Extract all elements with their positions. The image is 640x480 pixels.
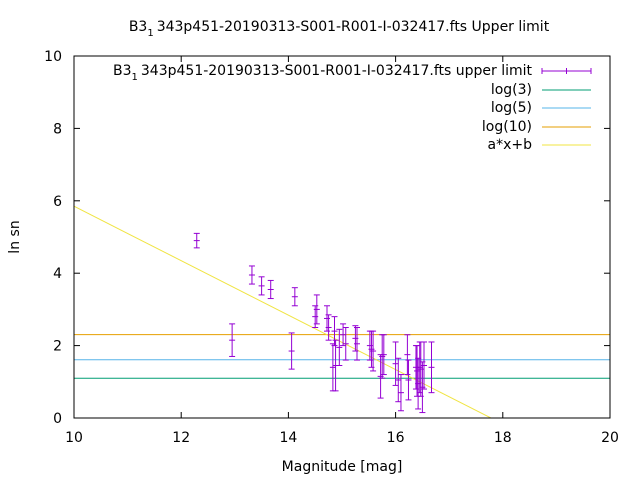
x-tick-label: 12 [172,430,190,446]
data-point [258,276,265,296]
x-tick-label: 18 [494,430,512,446]
data-point [229,323,236,357]
data-point [404,334,411,376]
data-point [421,341,428,390]
x-tick-label: 20 [601,430,619,446]
x-tick-label: 16 [387,430,405,446]
y-axis-label: ln sn [7,220,23,253]
data-point [342,327,349,361]
legend-label-log10: log(10) [482,119,532,135]
data-point [397,374,404,412]
data-point [428,341,435,394]
y-tick-label: 10 [44,49,62,65]
legend-entry-log10: log(10) [482,119,591,135]
data-point [395,357,402,403]
legend-entry-fit: a*x+b [488,137,591,153]
legend-entry-log3: log(3) [491,82,591,98]
data-point [291,287,298,307]
legend-entry-errorbars: B31 343p451-20190313-S001-R001-I-032417.f… [113,63,592,83]
chart-title-subscript: 1 [147,28,153,39]
y-tick-label: 6 [53,194,62,210]
data-point [380,334,387,376]
legend-label-log3: log(3) [491,82,532,98]
x-tick-label: 14 [279,430,297,446]
y-tick-label: 8 [53,121,62,137]
y-tick-label: 0 [53,411,62,427]
data-points [193,232,435,414]
data-point [288,332,295,370]
plot-border [73,55,611,419]
y-tick-label: 4 [53,266,62,282]
legend-entry-log5: log(5) [491,100,591,116]
fit-line [74,205,493,418]
data-point [405,359,412,401]
data-point [336,328,343,367]
legend-label-fit: a*x+b [488,137,533,153]
data-point [331,316,338,347]
legend: B31 343p451-20190313-S001-R001-I-032417.f… [113,63,592,153]
data-point [313,294,320,325]
x-axis-label: Magnitude [mag] [282,459,403,475]
data-point [329,343,336,392]
legend-label-suffix: 343p451-20190313-S001-R001-I-032417.fts … [141,63,533,79]
y-tick-label: 2 [53,339,62,355]
legend-label-subscript: 1 [132,72,138,83]
data-point [267,279,274,300]
data-point [248,265,255,285]
axes: 10 12 14 16 18 20 0 2 4 6 8 10 [44,49,619,446]
chart-title: B31 343p451-20190313-S001-R001-I-032417.f… [129,19,550,39]
legend-swatch-errorbars [541,68,592,74]
data-point [354,327,361,361]
data-point [325,314,332,341]
x-tick-label: 10 [65,430,83,446]
data-point [392,341,399,386]
data-point [370,330,377,372]
legend-label-log5: log(5) [491,100,532,116]
chart-title-prefix: B3 [129,19,148,35]
chart-title-suffix: 343p451-20190313-S001-R001-I-032417.fts … [157,19,550,35]
legend-label-prefix: B3 [113,63,132,79]
reference-lines [74,205,610,418]
data-point [193,232,200,249]
